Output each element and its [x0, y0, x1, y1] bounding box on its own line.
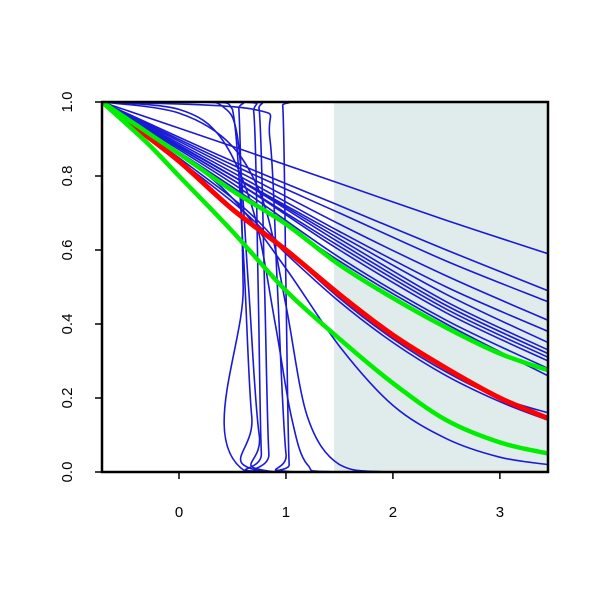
series-line-blue-22 [102, 102, 548, 472]
series-line-blue-5 [102, 102, 548, 333]
x-tick-label: 0 [175, 504, 183, 521]
series-line-blue-3 [102, 102, 548, 303]
series-line-blue-14 [102, 102, 548, 421]
series-line-blue-19 [102, 102, 548, 472]
series-line-blue-11 [102, 102, 548, 370]
x-tick-label: 1 [282, 504, 290, 521]
x-tick-label: 2 [389, 504, 397, 521]
series-line-blue-24 [102, 102, 548, 472]
x-tick-label: 3 [496, 504, 504, 521]
y-tick-label: 1.0 [59, 92, 76, 113]
series-line-blue-23 [102, 102, 548, 472]
series-line-red-25 [128, 121, 548, 421]
plot-frame [100, 100, 550, 474]
y-tick-label: 0.6 [59, 240, 76, 261]
series-line-green-27 [102, 102, 548, 456]
axes-layer [100, 100, 550, 474]
y-tick-label: 0.0 [59, 462, 76, 483]
y-tick-label: 0.4 [59, 314, 76, 335]
y-tick-label: 0.8 [59, 166, 76, 187]
series-line-blue-21 [102, 102, 548, 472]
y-tick-label: 0.2 [59, 388, 76, 409]
series-line-blue-2 [102, 102, 548, 255]
series-line-blue-9 [102, 102, 548, 362]
series-line-green-26 [102, 102, 548, 373]
series-line-blue-4 [102, 102, 548, 322]
tick-layer: 0 1 2 3 0.0 0.2 0.4 0.6 0.8 1.0 [59, 92, 504, 521]
series-line-blue-10 [102, 102, 548, 355]
series-line-blue-1 [102, 102, 548, 292]
